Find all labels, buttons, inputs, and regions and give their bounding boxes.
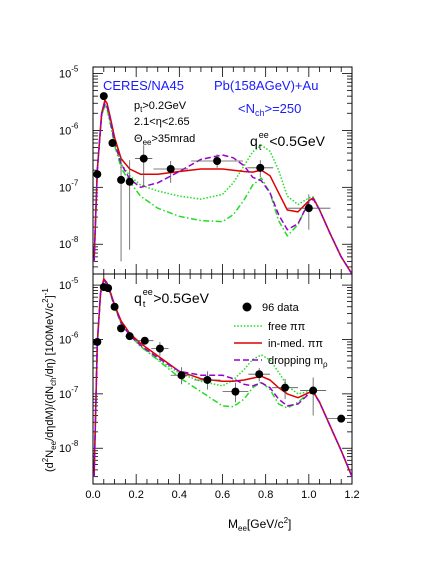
y-tick-label: 10-8 bbox=[59, 439, 79, 455]
data-point bbox=[117, 324, 126, 333]
nch-label: <Nch>=250 bbox=[238, 101, 301, 118]
x-tick-label: 1.0 bbox=[301, 489, 316, 501]
experiment-label: CERES/NA45 bbox=[103, 78, 184, 93]
data-point bbox=[93, 170, 102, 179]
legend: 96 data free ππ in-med. ππ dropping mρ bbox=[234, 302, 328, 369]
data-point bbox=[139, 154, 148, 163]
data-point bbox=[93, 337, 102, 346]
y-tick-label: 10-6 bbox=[59, 121, 79, 137]
data-point bbox=[155, 344, 164, 353]
data-point bbox=[255, 370, 264, 379]
y-tick-label: 10-5 bbox=[59, 276, 79, 292]
x-tick-label: 1.2 bbox=[344, 489, 359, 501]
pt-cut-label: pt>0.2GeV bbox=[134, 100, 187, 114]
data-point bbox=[108, 139, 117, 148]
data-point bbox=[166, 164, 175, 173]
data-point bbox=[213, 157, 222, 166]
legend-data-marker bbox=[242, 302, 252, 312]
legend-free-label: free ππ bbox=[268, 321, 306, 333]
data-point bbox=[256, 163, 265, 172]
bottom-panel: 10-8 10-7 10-6 10-5 0.0 0.2 0.4 0.6 0.8 1.0 1.2 bbox=[59, 273, 360, 501]
data-point bbox=[104, 284, 113, 293]
x-tick-label: 0.6 bbox=[215, 489, 230, 501]
y-tick-label: 10-7 bbox=[59, 385, 79, 401]
data-point bbox=[337, 414, 346, 423]
data-point bbox=[117, 175, 126, 184]
y-tick-label: 10-7 bbox=[59, 178, 79, 194]
legend-inmed-label: in-med. ππ bbox=[268, 338, 323, 350]
system-label: Pb(158AGeV)+Au bbox=[214, 78, 318, 93]
x-tick-label: 0.4 bbox=[172, 489, 187, 501]
data-point bbox=[110, 302, 119, 311]
x-tick-label: 0.2 bbox=[129, 489, 144, 501]
qt-top-label: qee t <0.5GeV bbox=[250, 130, 326, 152]
x-axis-label: Mee[GeV/c2] bbox=[228, 516, 291, 533]
data-point bbox=[125, 332, 134, 341]
y-tick-label: 10-5 bbox=[59, 64, 79, 80]
x-tick-label: 0.8 bbox=[258, 489, 273, 501]
data-point bbox=[177, 371, 186, 380]
data-point bbox=[304, 204, 313, 213]
legend-dropping-label: dropping mρ bbox=[268, 355, 328, 369]
top-panel: 10-8 10-7 10-6 10-5 bbox=[59, 64, 353, 275]
y-tick-label: 10-8 bbox=[59, 235, 79, 251]
series-line bbox=[93, 104, 352, 274]
eta-cut-label: 2.1<η<2.65 bbox=[134, 116, 190, 128]
data-point bbox=[309, 386, 318, 395]
data-point bbox=[99, 92, 108, 101]
data-point bbox=[281, 383, 290, 392]
data-point bbox=[125, 177, 134, 186]
series-line bbox=[93, 102, 352, 274]
data-point bbox=[140, 336, 149, 345]
qt-bottom-label: qee t >0.5GeV bbox=[134, 287, 210, 309]
data-point bbox=[231, 387, 240, 396]
y-tick-label: 10-6 bbox=[59, 330, 79, 346]
y-axis-label: (d2Nee/dηdM)/(dNch/dη) [100MeV/c2]-1 bbox=[41, 288, 58, 472]
x-tick-label: 0.0 bbox=[85, 489, 100, 501]
theta-cut-label: Θee>35mrad bbox=[134, 133, 195, 147]
legend-data-label: 96 data bbox=[262, 302, 300, 314]
series-line bbox=[93, 99, 352, 274]
series-line bbox=[93, 103, 352, 274]
data-point bbox=[203, 375, 212, 384]
